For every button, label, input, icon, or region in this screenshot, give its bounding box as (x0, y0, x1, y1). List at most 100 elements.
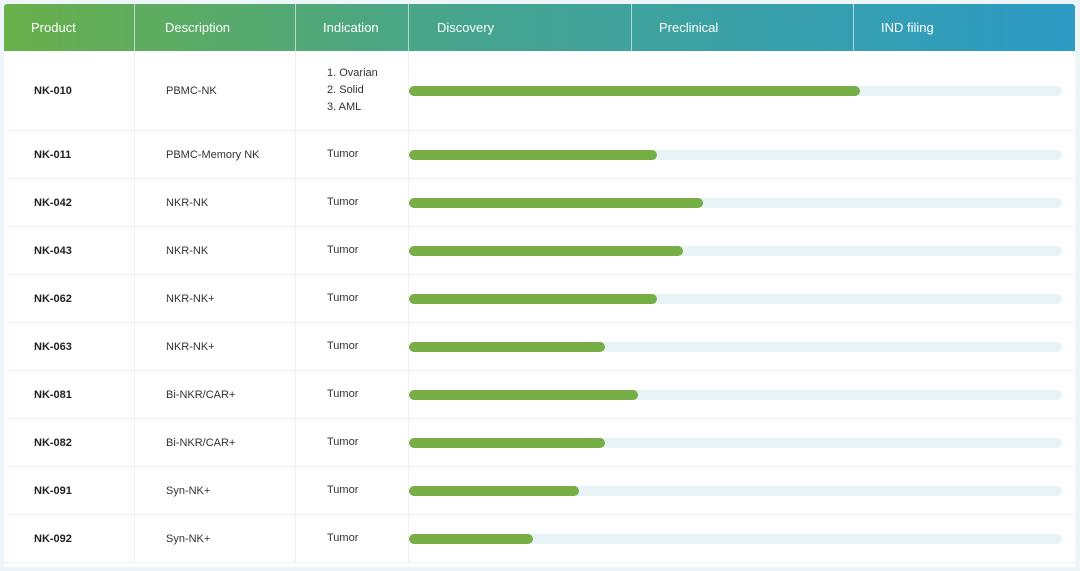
column-header: Description (134, 4, 295, 51)
description-cell: NKR-NK+ (134, 275, 295, 322)
table-row: NK-043 NKR-NK Tumor (4, 227, 1075, 275)
indication: Tumor (327, 388, 359, 400)
progress-track (409, 342, 1062, 352)
table-row: NK-081 Bi-NKR/CAR+ Tumor (4, 371, 1075, 419)
product-name: NK-062 (34, 292, 72, 305)
indication: Tumor (327, 148, 359, 160)
progress-track (409, 294, 1062, 304)
description: Syn-NK+ (166, 532, 211, 545)
table-header: Product Description Indication Discovery Pre… (4, 4, 1075, 51)
indication-cell: Tumor (295, 419, 408, 466)
indication: 3. AML (327, 101, 362, 113)
column-header: IND filing (853, 4, 1075, 51)
product-cell: NK-081 (4, 371, 134, 418)
description-cell: Bi-NKR/CAR+ (134, 419, 295, 466)
product-cell: NK-092 (4, 515, 134, 562)
indication-cell: Tumor (295, 467, 408, 514)
column-header: Indication (295, 4, 408, 51)
product-name: NK-042 (34, 196, 72, 209)
description: Bi-NKR/CAR+ (166, 388, 236, 401)
phase-cell (408, 371, 1075, 418)
description-cell: NKR-NK (134, 227, 295, 274)
product-cell: NK-011 (4, 131, 134, 178)
progress-bar (409, 486, 579, 496)
product-cell: NK-043 (4, 227, 134, 274)
description: NKR-NK (166, 196, 209, 209)
indication-cell: Tumor (295, 371, 408, 418)
product-cell: NK-062 (4, 275, 134, 322)
progress-bar (409, 342, 605, 352)
description-cell: NKR-NK+ (134, 323, 295, 370)
product-cell: NK-091 (4, 467, 134, 514)
table-row: NK-091 Syn-NK+ Tumor (4, 467, 1075, 515)
indication: Tumor (327, 436, 359, 448)
product-cell: NK-063 (4, 323, 134, 370)
indication-cell: Tumor (295, 131, 408, 178)
indication: Tumor (327, 484, 359, 496)
progress-bar (409, 198, 703, 208)
column-header: Discovery (408, 4, 631, 51)
product-name: NK-092 (34, 532, 72, 545)
phase-cell (408, 467, 1075, 514)
progress-track (409, 438, 1062, 448)
phase-cell (408, 227, 1075, 274)
indication: 1. Ovarian (327, 67, 378, 79)
table-row: NK-062 NKR-NK+ Tumor (4, 275, 1075, 323)
indication-cell: 1. Ovarian 2. Solid 3. AML (295, 51, 408, 130)
product-cell: NK-010 (4, 51, 134, 130)
progress-track (409, 86, 1062, 96)
indication: Tumor (327, 340, 359, 352)
progress-bar (409, 86, 860, 96)
progress-track (409, 534, 1062, 544)
table-row: NK-010 PBMC-NK 1. Ovarian 2. Solid 3. AML (4, 51, 1075, 131)
progress-track (409, 390, 1062, 400)
description-cell: NKR-NK (134, 179, 295, 226)
description: NKR-NK+ (166, 340, 215, 353)
phase-cell (408, 323, 1075, 370)
product-name: NK-063 (34, 340, 72, 353)
progress-track (409, 486, 1062, 496)
phase-cell (408, 275, 1075, 322)
description-cell: Syn-NK+ (134, 467, 295, 514)
description: NKR-NK+ (166, 292, 215, 305)
table-row: NK-092 Syn-NK+ Tumor (4, 515, 1075, 563)
progress-bar (409, 534, 534, 544)
progress-bar (409, 150, 658, 160)
description: Syn-NK+ (166, 484, 211, 497)
phase-cell (408, 51, 1075, 130)
phase-cell (408, 179, 1075, 226)
indication-cell: Tumor (295, 227, 408, 274)
column-header: Product (31, 20, 76, 35)
table-row: NK-011 PBMC-Memory NK Tumor (4, 131, 1075, 179)
progress-bar (409, 438, 605, 448)
product-name: NK-082 (34, 436, 72, 449)
progress-track (409, 246, 1062, 256)
progress-track (409, 198, 1062, 208)
table-row: NK-042 NKR-NK Tumor (4, 179, 1075, 227)
indication-cell: Tumor (295, 323, 408, 370)
description: PBMC-Memory NK (166, 148, 260, 161)
progress-track (409, 150, 1062, 160)
description-cell: PBMC-NK (134, 51, 295, 130)
indication: Tumor (327, 244, 359, 256)
indication: Tumor (327, 292, 359, 304)
product-name: NK-081 (34, 388, 72, 401)
product-name: NK-011 (34, 148, 72, 161)
progress-bar (409, 294, 658, 304)
indication-cell: Tumor (295, 179, 408, 226)
indication-cell: Tumor (295, 515, 408, 562)
column-header: Preclinical (631, 4, 853, 51)
indication: Tumor (327, 532, 359, 544)
description: PBMC-NK (166, 84, 217, 97)
product-name: NK-043 (34, 244, 72, 257)
description-cell: PBMC-Memory NK (134, 131, 295, 178)
indication: 2. Solid (327, 84, 364, 96)
table-row: NK-063 NKR-NK+ Tumor (4, 323, 1075, 371)
product-cell: NK-082 (4, 419, 134, 466)
product-cell: NK-042 (4, 179, 134, 226)
table-row: NK-082 Bi-NKR/CAR+ Tumor (4, 419, 1075, 467)
description-cell: Syn-NK+ (134, 515, 295, 562)
phase-cell (408, 515, 1075, 562)
progress-bar (409, 390, 638, 400)
